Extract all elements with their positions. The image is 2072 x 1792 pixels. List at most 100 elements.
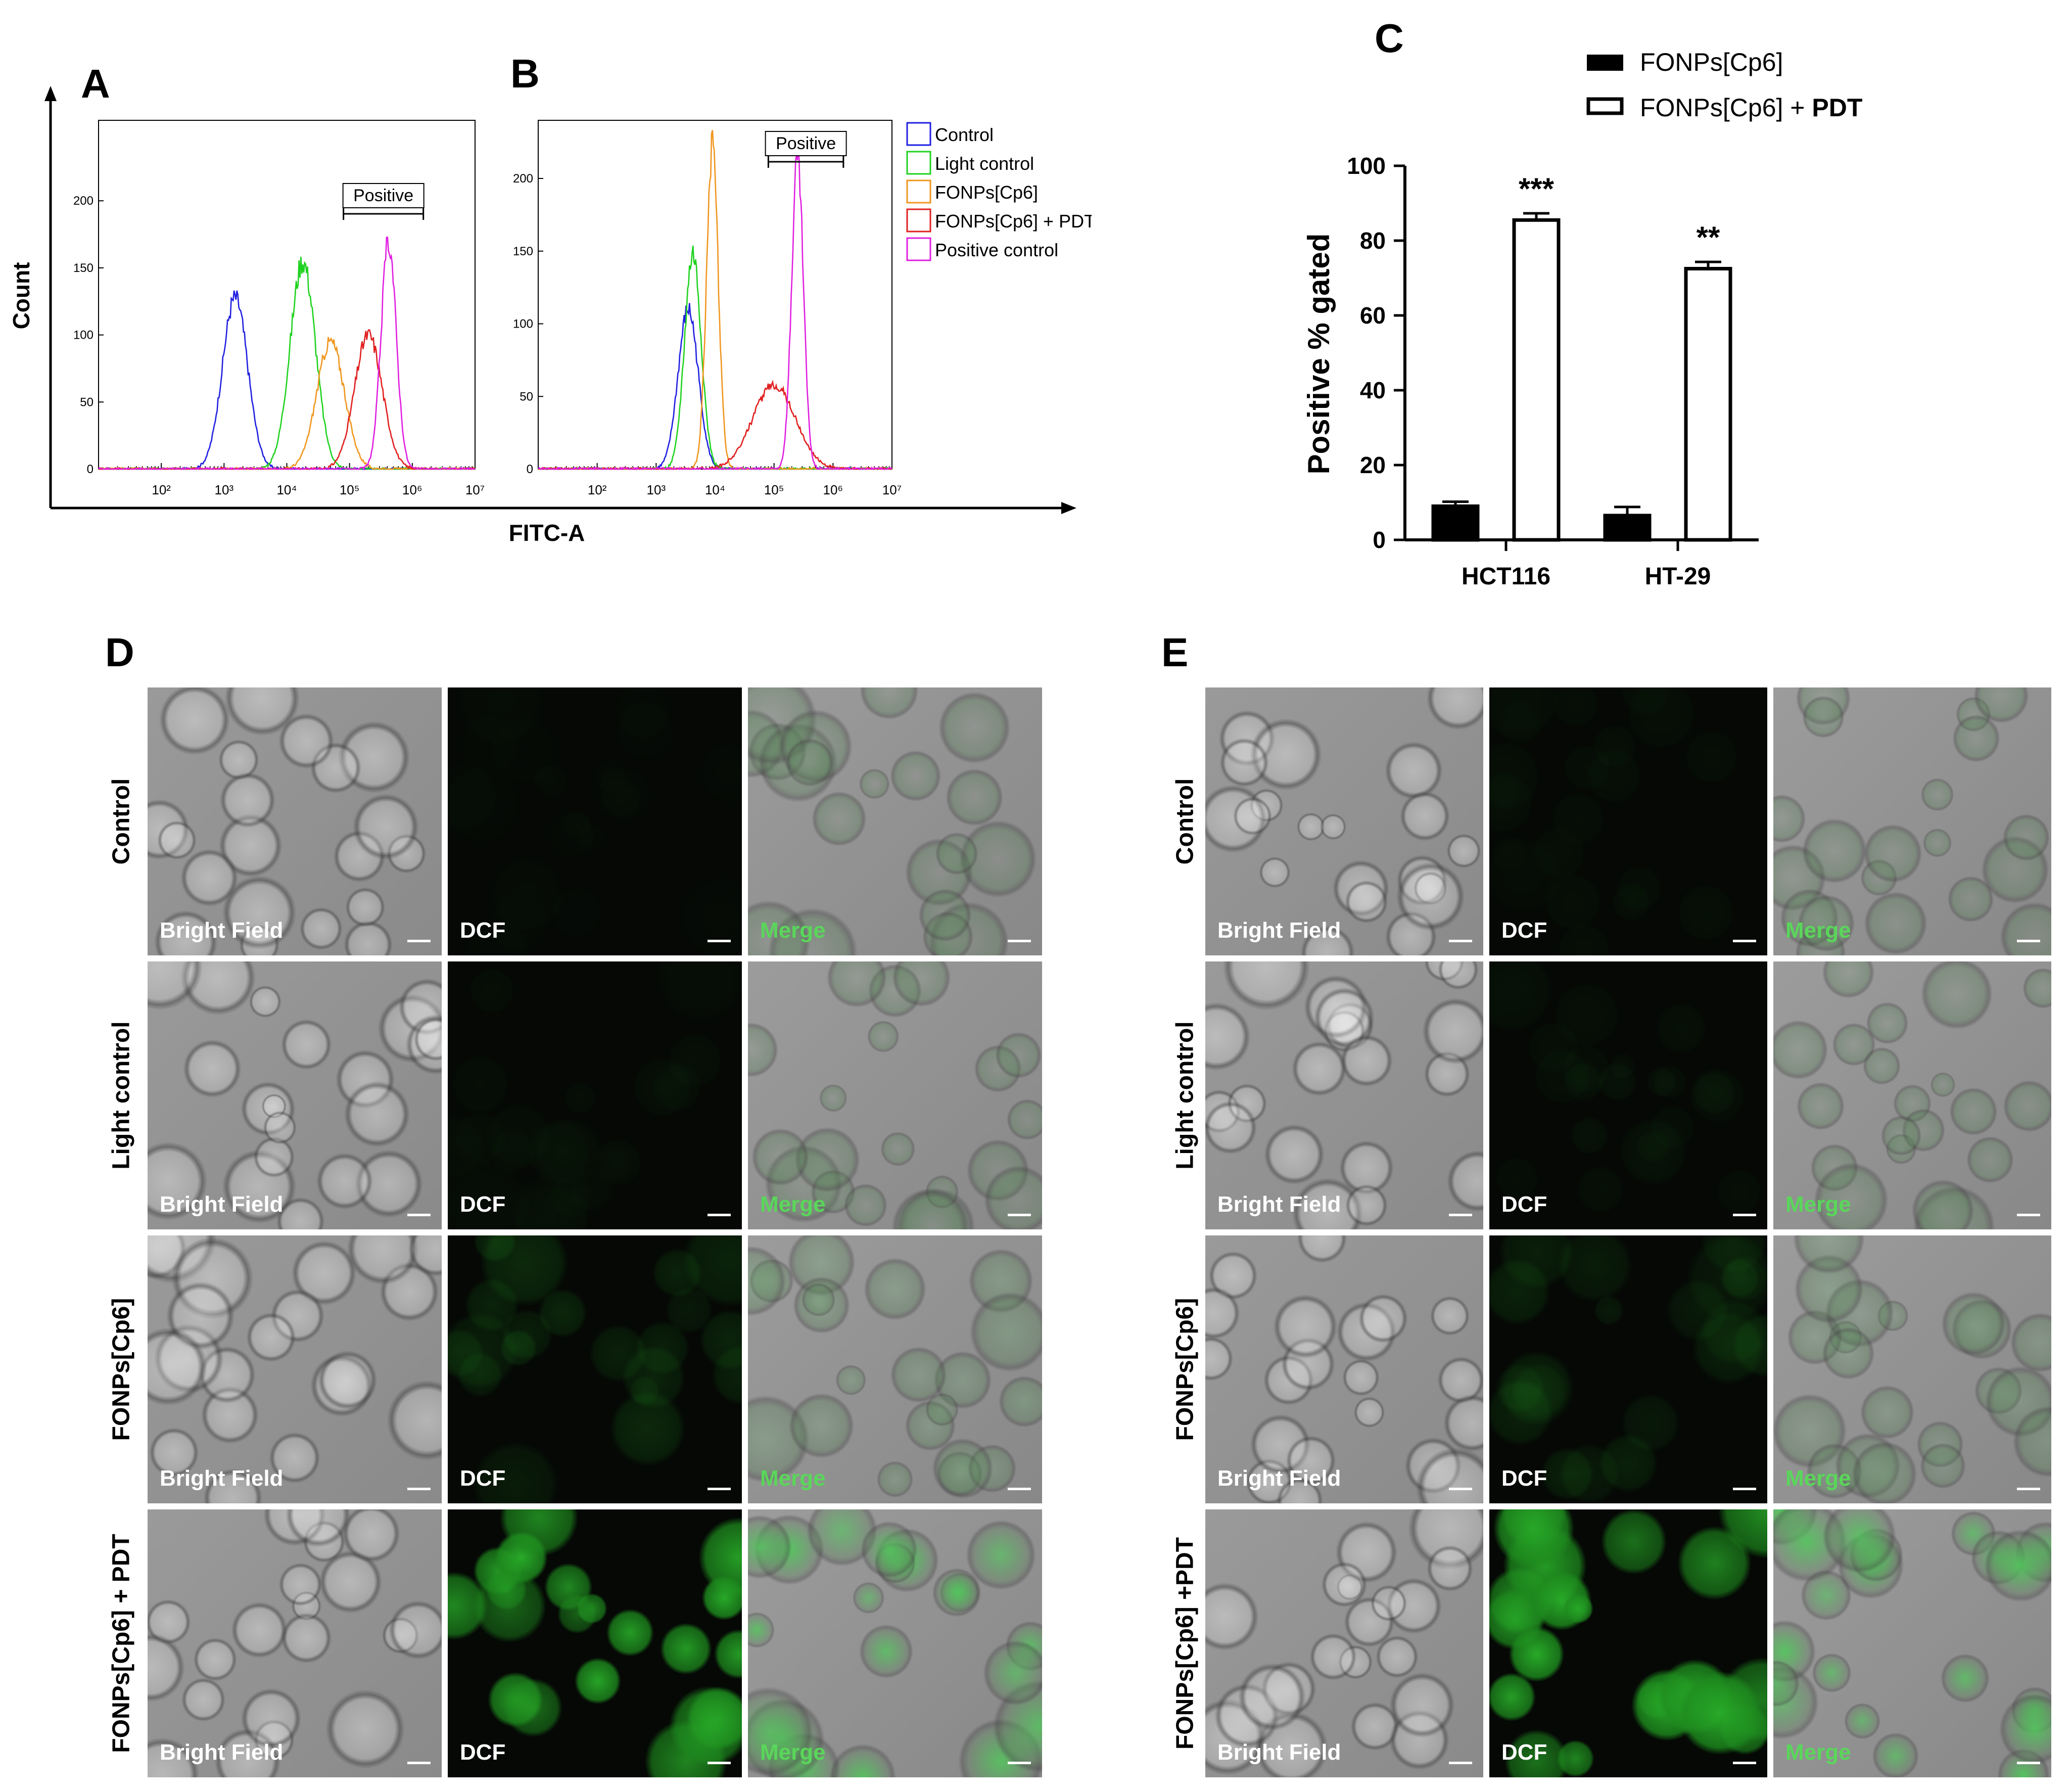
bright-field-image: Bright Field [1205, 961, 1483, 1229]
y-tick-label: 0 [87, 463, 93, 476]
legend-swatch [1587, 55, 1623, 71]
merge-image: Merge [1773, 1509, 2051, 1777]
merge-image: Merge [748, 961, 1042, 1229]
scale-bar [2017, 1488, 2040, 1490]
row-label: Light control [1171, 1021, 1199, 1170]
dcf-image: DCF [1489, 1235, 1767, 1503]
bar-y-tick-label: 40 [1360, 377, 1386, 403]
bright-field-image: Bright Field [1205, 1235, 1483, 1503]
bar-plot: 0 20 40 60 80 100 HCT116 *** HT-29 ** [1347, 153, 1759, 590]
legend-swatch [906, 179, 931, 204]
x-tick-label: 10⁷ [465, 482, 485, 497]
y-axis-label: Count [8, 262, 34, 330]
legend-entry: FONPs[Cp6] + PDT [1640, 94, 1862, 122]
merge-image: Merge [748, 1509, 1042, 1777]
scale-bar [1449, 1762, 1472, 1764]
dcf-image: DCF [448, 961, 742, 1229]
legend-swatch [906, 122, 931, 146]
dcf-image: DCF [448, 1509, 742, 1777]
scale-bar [1733, 1214, 1756, 1216]
dcf-image: DCF [1489, 961, 1767, 1229]
legend-swatch [906, 237, 931, 261]
row-label: Control [108, 778, 135, 865]
bar [1603, 514, 1652, 542]
dcf-image: DCF [1489, 687, 1767, 955]
bright-field-image: Bright Field [148, 687, 442, 955]
x-tick-label: 10⁴ [705, 482, 725, 497]
channel-label: Merge [760, 1466, 826, 1491]
significance-marker: ** [1697, 220, 1720, 254]
channel-label: Bright Field [160, 1740, 284, 1765]
channel-label: DCF [1501, 918, 1547, 943]
channel-label: DCF [460, 1192, 506, 1217]
gate-label: Positive [353, 186, 413, 205]
row-label: Control [1171, 778, 1199, 865]
row-label: FONPs[Cp6] +PDT [1171, 1537, 1199, 1750]
scale-bar [1449, 1214, 1472, 1216]
x-tick-label: 10⁴ [276, 482, 297, 497]
scale-bar [407, 1488, 431, 1490]
series-line [538, 380, 892, 471]
channel-label: Bright Field [160, 918, 284, 943]
channel-label: Bright Field [160, 1466, 284, 1491]
y-tick-label: 200 [73, 194, 93, 208]
scale-bar [1008, 1214, 1031, 1216]
channel-label: DCF [460, 918, 506, 943]
bar-y-tick-label: 60 [1360, 302, 1386, 329]
scale-bar [1449, 1488, 1472, 1490]
category-label: HCT116 [1462, 563, 1550, 590]
channel-label: Bright Field [160, 1192, 284, 1217]
panel-letter-a: A [81, 61, 110, 106]
series-line [99, 256, 476, 471]
bright-field-image: Bright Field [1205, 687, 1483, 955]
channel-label: DCF [460, 1466, 506, 1491]
scale-bar [2017, 1762, 2040, 1764]
y-tick-label: 50 [80, 395, 93, 409]
legend-swatch [906, 151, 931, 175]
scale-bar [708, 940, 731, 942]
channel-label: Merge [760, 918, 826, 943]
legend-entry: Control [935, 124, 994, 145]
x-tick-label: 10² [588, 482, 607, 497]
histogram-panel-a: 0 50 100 150 200 10² 10³ 10⁴ 10⁵ 10⁶ 10⁷ Positive [73, 120, 485, 497]
row-label: FONPs[Cp6] [1171, 1298, 1199, 1441]
scale-bar [1449, 940, 1472, 942]
gate-label: Positive [776, 134, 836, 153]
plot-frame [98, 120, 476, 470]
series-line [538, 145, 892, 471]
channel-label: DCF [1501, 1192, 1547, 1217]
channel-label: Merge [1785, 918, 1851, 943]
bright-field-image: Bright Field [148, 1235, 442, 1503]
merge-image: Merge [748, 1235, 1042, 1503]
panel-letter-e: E [1161, 630, 1189, 675]
merge-image: Merge [1773, 687, 2051, 955]
bar [1431, 504, 1480, 542]
legend: Control Light control FONPs[Cp6] FONPs[Cp6]… [906, 122, 1092, 261]
panel-letter-c: C [1375, 16, 1404, 61]
dcf-image: DCF [1489, 1509, 1767, 1777]
scale-bar [407, 1214, 431, 1216]
dcf-image: DCF [448, 1235, 742, 1503]
series-line [98, 329, 475, 471]
legend-entry: Positive control [935, 240, 1058, 260]
scale-bar [407, 940, 431, 942]
bright-field-image: Bright Field [148, 1509, 442, 1777]
series-line [538, 245, 892, 471]
scale-bar [1733, 1488, 1756, 1490]
row-label: FONPs[Cp6] + PDT [108, 1534, 135, 1753]
category-label: HT-29 [1645, 563, 1711, 590]
y-tick-label: 0 [527, 463, 533, 476]
channel-label: DCF [1501, 1740, 1547, 1765]
legend-swatch [906, 208, 931, 233]
x-tick-label: 10³ [647, 482, 666, 497]
channel-label: Merge [1785, 1466, 1851, 1491]
bright-field-image: Bright Field [1205, 1509, 1483, 1777]
x-tick-label: 10² [152, 482, 171, 497]
dcf-image: DCF [448, 687, 742, 955]
scale-bar [708, 1488, 731, 1490]
bar-y-tick-label: 0 [1373, 527, 1386, 553]
scale-bar [1008, 940, 1031, 942]
scale-bar [1008, 1762, 1031, 1764]
channel-label: Merge [760, 1740, 826, 1765]
legend-entry: Light control [935, 153, 1034, 174]
